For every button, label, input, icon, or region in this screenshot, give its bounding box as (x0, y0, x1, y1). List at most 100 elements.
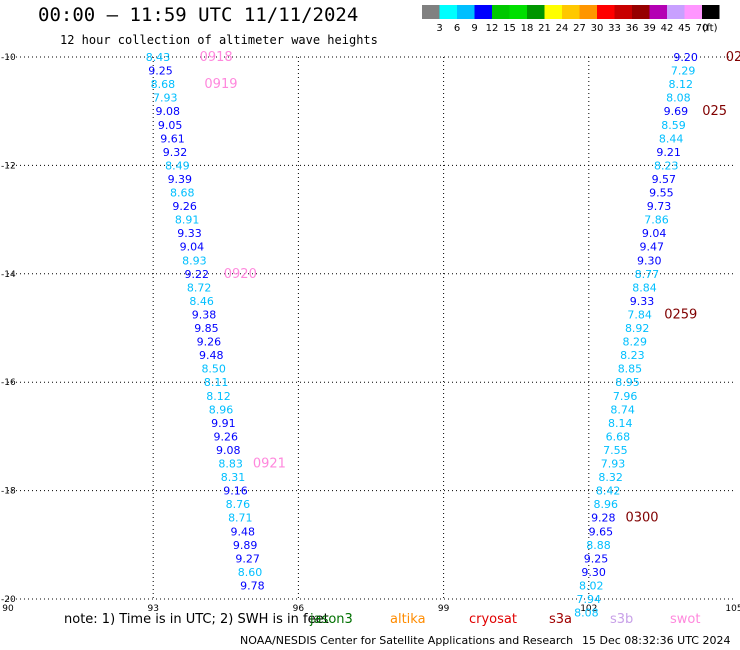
data-point-label: 8.43 (146, 51, 171, 64)
data-point-label: 8.96 (593, 498, 618, 511)
mission-label-cryosat: cryosat (469, 612, 517, 627)
data-point-label: 9.05 (158, 119, 183, 132)
data-point-label: 9.04 (642, 227, 667, 240)
colorbar-swatch (667, 5, 685, 19)
data-point-label: 9.57 (652, 173, 677, 186)
data-point-label: 9.22 (185, 268, 210, 281)
colorbar-swatch (422, 5, 440, 19)
x-tick-label: 93 (147, 604, 158, 614)
data-point-label: 9.20 (673, 51, 698, 64)
colorbar-label: 9 (471, 23, 477, 34)
data-point-label: 8.96 (209, 403, 234, 416)
data-point-label: 8.02 (579, 579, 604, 592)
mission-label-s3a: s3a (549, 612, 573, 627)
data-point-label: 9.28 (591, 512, 616, 525)
time-mark-label: 0921 (253, 457, 286, 472)
mission-label-s3b: s3b (610, 612, 634, 627)
colorbar-label: 3 (436, 23, 442, 34)
colorbar-label: 42 (661, 23, 674, 34)
data-point-label: 9.26 (172, 200, 197, 213)
data-point-label: 9.30 (581, 566, 606, 579)
data-point-label: 8.68 (151, 78, 176, 91)
data-point-label: 9.33 (177, 227, 202, 240)
data-point-label: 9.16 (223, 485, 248, 498)
data-point-label: 8.50 (201, 363, 226, 376)
data-point-label: 8.85 (618, 363, 643, 376)
data-point-label: 9.39 (168, 173, 193, 186)
colorbar-label: 24 (556, 23, 569, 34)
data-point-label: 8.72 (187, 281, 212, 294)
chart-title: 00:00 – 11:59 UTC 11/11/2024 (38, 4, 359, 26)
colorbar-swatch (649, 5, 667, 19)
data-point-label: 8.88 (586, 539, 611, 552)
colorbar-label: 70 (696, 23, 709, 34)
colorbar-swatch (632, 5, 650, 19)
colorbar-label: 12 (486, 23, 499, 34)
data-point-label: 8.83 (218, 458, 243, 471)
time-mark-label: 02 (726, 50, 740, 65)
data-point-label: 7.55 (603, 444, 628, 457)
colorbar-label: 6 (454, 23, 460, 34)
data-point-label: 8.92 (625, 322, 650, 335)
colorbar-label: 30 (591, 23, 604, 34)
time-mark-label: 0918 (200, 50, 233, 65)
data-point-label: 7.84 (627, 308, 652, 321)
colorbar-swatch (562, 5, 580, 19)
data-point-label: 9.73 (647, 200, 672, 213)
data-point-label: 9.91 (211, 417, 236, 430)
data-point-label: 9.25 (148, 65, 173, 78)
data-point-label: 7.86 (644, 214, 669, 227)
data-point-label: 9.25 (584, 552, 609, 565)
x-tick-label: 99 (438, 604, 450, 614)
y-tick-label: -10 (1, 53, 16, 63)
time-mark-label: 0259 (664, 307, 697, 322)
data-point-label: 7.93 (153, 92, 178, 105)
data-point-label: 8.95 (615, 376, 640, 389)
colorbar-swatch (439, 5, 457, 19)
data-point-label: 9.04 (180, 241, 205, 254)
colorbar-label: 36 (626, 23, 639, 34)
data-point-label: 8.23 (654, 159, 679, 172)
data-point-label: 8.74 (610, 403, 635, 416)
data-point-label: 8.77 (635, 268, 660, 281)
data-point-label: 8.91 (175, 214, 200, 227)
data-point-label: 7.96 (613, 390, 638, 403)
data-point-label: 9.26 (214, 430, 239, 443)
data-point-label: 7.93 (601, 458, 626, 471)
data-point-label: 9.27 (235, 552, 260, 565)
time-mark-label: 0920 (224, 267, 257, 282)
x-tick-label: 102 (580, 604, 597, 614)
footer-timestamp: 15 Dec 08:32:36 UTC 2024 (582, 634, 731, 647)
data-point-label: 8.08 (574, 607, 599, 620)
data-point-label: 8.42 (596, 485, 621, 498)
data-point-label: 8.08 (666, 92, 691, 105)
time-mark-label: 025 (702, 104, 727, 119)
data-point-label: 9.48 (230, 525, 255, 538)
data-point-label: 8.59 (661, 119, 686, 132)
mission-label-altika: altika (390, 612, 426, 627)
data-point-label: 8.11 (204, 376, 229, 389)
colorbar-swatch (492, 5, 510, 19)
data-point-label: 8.12 (669, 78, 694, 91)
data-point-label: 8.93 (182, 254, 207, 267)
colorbar-unit: (ft) (702, 23, 717, 34)
data-point-label: 8.84 (632, 281, 657, 294)
y-tick-label: -12 (1, 161, 16, 171)
data-point-label: 6.68 (606, 430, 631, 443)
data-point-label: 8.14 (608, 417, 633, 430)
colorbar-swatch (702, 5, 720, 19)
data-point-label: 7.29 (671, 65, 696, 78)
colorbar-swatch (597, 5, 615, 19)
data-point-label: 8.68 (170, 187, 195, 200)
x-tick-label: 90 (2, 604, 14, 614)
colorbar-label: 15 (503, 23, 516, 34)
data-point-label: 9.08 (155, 105, 180, 118)
colorbar-swatch (579, 5, 597, 19)
data-point-label: 8.12 (206, 390, 231, 403)
colorbar-swatch (544, 5, 562, 19)
data-point-label: 9.89 (233, 539, 258, 552)
data-point-label: 8.76 (226, 498, 251, 511)
data-point-label: 8.60 (238, 566, 263, 579)
mission-label-jason3: jason3 (310, 612, 353, 627)
